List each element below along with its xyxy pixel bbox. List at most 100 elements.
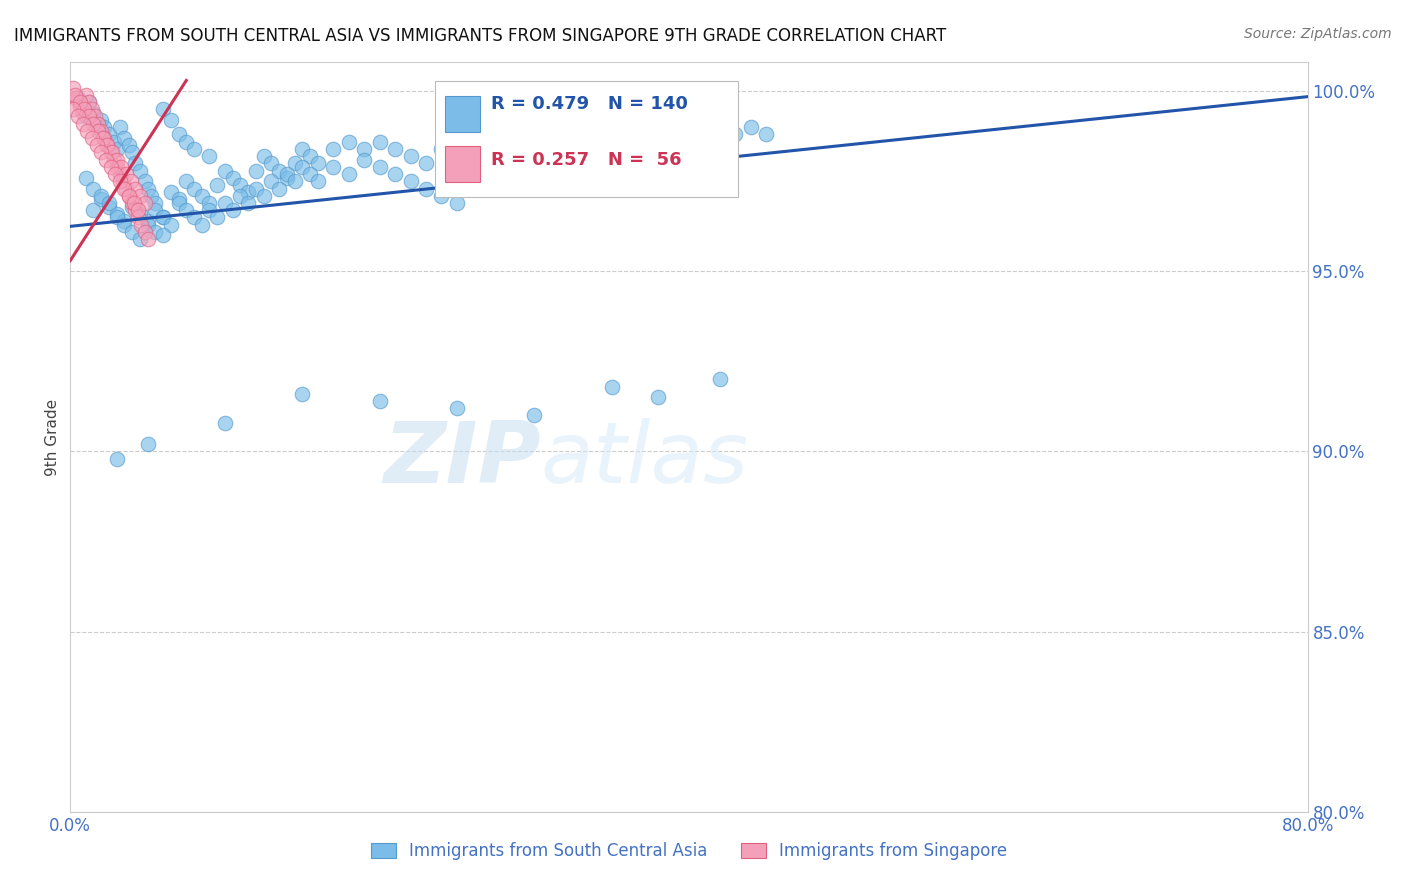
Point — [73, 102, 96, 116]
Point — [62, 80, 84, 95]
Point — [214, 195, 236, 210]
Point — [82, 203, 105, 218]
Point — [207, 211, 229, 225]
Point — [322, 142, 344, 156]
Point — [122, 195, 145, 210]
Point — [222, 203, 245, 218]
Point — [662, 135, 685, 149]
Point — [87, 124, 110, 138]
Point — [114, 131, 135, 145]
Point — [121, 200, 143, 214]
Point — [167, 192, 190, 206]
Point — [276, 167, 298, 181]
Point — [65, 91, 87, 105]
Point — [214, 163, 236, 178]
Point — [174, 135, 197, 149]
Point — [183, 181, 205, 195]
Point — [253, 149, 276, 163]
Point — [131, 218, 153, 232]
Point — [114, 181, 135, 195]
Point — [121, 145, 143, 160]
Point — [709, 135, 731, 149]
Point — [90, 192, 112, 206]
Point — [111, 174, 134, 188]
Point — [600, 379, 623, 393]
Point — [631, 142, 654, 156]
Point — [724, 128, 747, 142]
Point — [492, 142, 515, 156]
Point — [114, 214, 135, 228]
Point — [69, 95, 91, 109]
Point — [121, 225, 143, 239]
Point — [523, 174, 546, 188]
Point — [198, 203, 221, 218]
Point — [136, 181, 159, 195]
Point — [67, 110, 90, 124]
Point — [384, 167, 406, 181]
Point — [167, 195, 190, 210]
Point — [245, 181, 267, 195]
Point — [86, 138, 108, 153]
Point — [368, 135, 391, 149]
Point — [129, 188, 152, 202]
Point — [616, 135, 638, 149]
Point — [245, 163, 267, 178]
Text: R = 0.257   N =  56: R = 0.257 N = 56 — [491, 151, 682, 169]
Point — [647, 128, 669, 142]
Point — [105, 211, 128, 225]
Point — [84, 110, 107, 124]
Point — [90, 124, 112, 138]
Point — [678, 120, 700, 135]
Point — [129, 207, 152, 221]
Point — [127, 203, 149, 218]
Point — [98, 128, 120, 142]
Point — [108, 120, 131, 135]
Point — [75, 110, 97, 124]
Point — [299, 149, 322, 163]
Point — [253, 188, 276, 202]
Y-axis label: 9th Grade: 9th Grade — [45, 399, 60, 475]
Point — [755, 128, 778, 142]
Point — [152, 228, 174, 243]
Point — [284, 156, 307, 170]
Point — [105, 142, 128, 156]
Point — [93, 131, 115, 145]
Point — [600, 160, 623, 174]
Point — [67, 91, 90, 105]
Point — [87, 117, 110, 131]
Point — [124, 156, 146, 170]
Text: R = 0.479   N = 140: R = 0.479 N = 140 — [491, 95, 688, 112]
Point — [134, 195, 156, 210]
Point — [167, 128, 190, 142]
Point — [72, 117, 94, 131]
Point — [585, 135, 607, 149]
Point — [260, 156, 283, 170]
Point — [98, 195, 120, 210]
Point — [82, 106, 105, 120]
Point — [299, 167, 322, 181]
Point — [174, 174, 197, 188]
Point — [82, 117, 105, 131]
Point — [415, 181, 437, 195]
Point — [260, 174, 283, 188]
Point — [69, 98, 91, 112]
Point — [554, 142, 576, 156]
Point — [90, 113, 112, 128]
Text: IMMIGRANTS FROM SOUTH CENTRAL ASIA VS IMMIGRANTS FROM SINGAPORE 9TH GRADE CORREL: IMMIGRANTS FROM SOUTH CENTRAL ASIA VS IM… — [14, 27, 946, 45]
Point — [337, 167, 360, 181]
Point — [307, 156, 329, 170]
Point — [105, 451, 128, 466]
Point — [103, 135, 125, 149]
Point — [229, 178, 252, 192]
Point — [709, 372, 731, 386]
Point — [678, 153, 700, 167]
Text: Source: ZipAtlas.com: Source: ZipAtlas.com — [1244, 27, 1392, 41]
Point — [118, 138, 141, 153]
Point — [80, 131, 103, 145]
Point — [276, 170, 298, 185]
Point — [337, 135, 360, 149]
Point — [96, 138, 118, 153]
Point — [100, 160, 122, 174]
Point — [368, 160, 391, 174]
Point — [115, 181, 138, 195]
